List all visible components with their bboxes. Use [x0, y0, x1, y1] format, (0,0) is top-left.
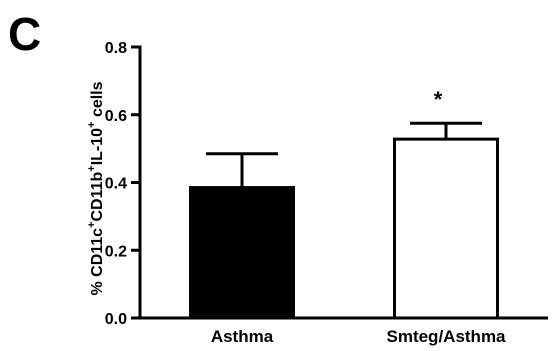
chart-labels: 0.0 0.2 0.4 0.6 0.8 Asthma Smteg/Asthma *	[105, 40, 506, 346]
chart-bars	[189, 121, 499, 320]
y-tick-label-4: 0.8	[105, 40, 127, 57]
bar-asthma	[189, 186, 295, 320]
y-label-part: CD11b	[89, 171, 106, 221]
y-label-part: IL-10	[89, 128, 106, 165]
x-category-label-1: Smteg/Asthma	[386, 327, 506, 346]
y-label-superscript: +	[86, 165, 98, 171]
significance-marker-0: *	[434, 87, 443, 112]
bar-smteg-asthma	[393, 137, 499, 320]
x-category-label-0: Asthma	[211, 327, 274, 346]
y-axis-label: % CD11c+CD11b+IL-10+ cells	[86, 81, 106, 295]
y-label-superscript: +	[86, 222, 98, 228]
y-label-part: % CD11c	[89, 228, 106, 296]
y-tick-label-0: 0.0	[105, 311, 127, 328]
y-tick-label-3: 0.6	[105, 108, 127, 125]
y-tick-label-1: 0.2	[105, 243, 127, 260]
panel-letter: C	[8, 8, 41, 60]
y-label-superscript: +	[86, 121, 98, 127]
y-tick-label-2: 0.4	[105, 176, 127, 193]
y-label-part: cells	[89, 81, 106, 121]
